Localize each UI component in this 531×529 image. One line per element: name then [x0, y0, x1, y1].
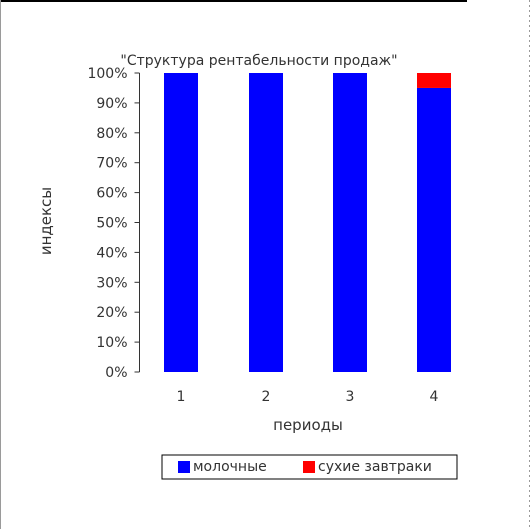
x-tick-label: 1 — [177, 389, 186, 405]
bar-segment-period-3-series-1 — [333, 73, 367, 372]
x-axis-tick-labels: 1 2 3 4 — [177, 389, 439, 405]
legend-label-sukhie-zavtraki: сухие завтраки — [318, 459, 432, 475]
legend-label-molochnye: молочные — [193, 459, 267, 475]
y-tick-label: 30% — [96, 275, 127, 291]
y-axis-title: индексы — [37, 187, 55, 255]
legend-swatch-molochnye — [178, 461, 190, 473]
y-tick-label: 0% — [105, 365, 127, 381]
x-tick-label: 4 — [430, 389, 439, 405]
legend-swatch-sukhie-zavtraki — [303, 461, 315, 473]
x-tick-label: 2 — [262, 389, 271, 405]
x-tick-label: 3 — [346, 389, 355, 405]
y-tick-label: 90% — [96, 96, 127, 112]
bar-segment-period-2-series-1 — [249, 73, 283, 372]
x-axis-title: периоды — [273, 416, 343, 434]
y-tick-label: 60% — [96, 186, 127, 202]
bar-segment-period-4-series-1 — [417, 87, 451, 372]
y-tick-label: 40% — [96, 245, 127, 261]
y-tick-label: 50% — [96, 216, 127, 232]
y-tick-label: 80% — [96, 126, 127, 142]
bar-segment-period-1-series-1 — [164, 73, 198, 372]
y-tick-label: 20% — [96, 305, 127, 321]
chart-title: "Структура рентабельности продаж" — [120, 53, 397, 69]
y-axis-ticks: 0% 10% 20% 30% 40% 50% 60% 70% 80% 90% 100% — [87, 66, 140, 381]
y-tick-label: 100% — [87, 66, 127, 82]
bars-group — [164, 73, 451, 372]
y-tick-label: 70% — [96, 156, 127, 172]
bar-segment-period-4-series-2 — [417, 73, 451, 88]
y-tick-label: 10% — [96, 335, 127, 351]
